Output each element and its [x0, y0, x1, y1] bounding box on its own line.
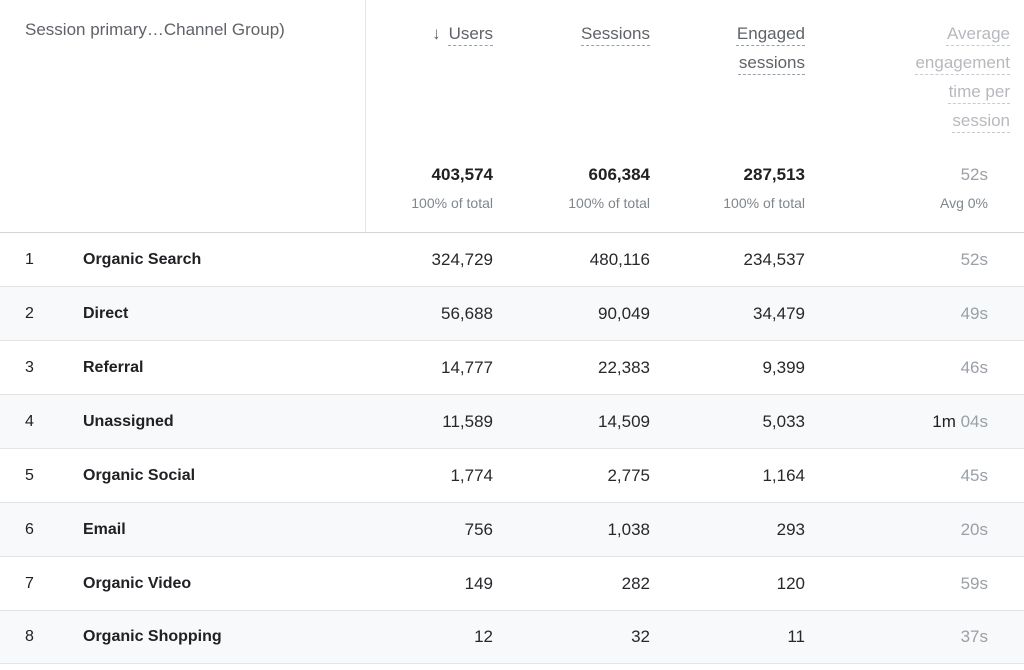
table-row: 5 Organic Social 1,774 2,775 1,164 45s: [0, 448, 1024, 502]
table-row: 4 Unassigned 11,589 14,509 5,033 1m 04s: [0, 394, 1024, 448]
channel-name: Email: [83, 520, 126, 538]
users-value: 149: [464, 573, 493, 593]
users-value: 11,589: [442, 411, 493, 431]
totals-sessions-value: 606,384: [588, 165, 650, 184]
channel-name: Organic Search: [83, 250, 202, 268]
channel-name: Organic Social: [83, 466, 196, 484]
table-row: 7 Organic Video 149 282 120 59s: [0, 556, 1024, 610]
avg-engagement-time-value: 45s: [805, 466, 1024, 486]
avg-time-seconds: 04s: [960, 411, 988, 431]
avg-time-seconds: 49s: [960, 303, 988, 323]
row-index: 1: [25, 250, 34, 268]
users-value: 12: [474, 627, 493, 646]
table-row: 8 Organic Shopping 12 32 11 37s: [0, 610, 1024, 664]
users-value: 56,688: [441, 303, 493, 323]
totals-engaged-sessions-subtext: 100% of total: [723, 194, 805, 211]
engaged-sessions-value: 9,399: [762, 357, 805, 377]
avg-time-minutes: 1m: [932, 411, 961, 431]
avg-engagement-time-value: 20s: [805, 520, 1024, 540]
users-value: 324,729: [431, 249, 493, 269]
column-header-sessions[interactable]: Sessions: [493, 20, 650, 49]
avg-engagement-time-value: 49s: [805, 304, 1024, 324]
channel-name: Referral: [83, 358, 144, 376]
channel-name: Organic Shopping: [83, 628, 222, 645]
sessions-value: 32: [631, 627, 650, 646]
dimension-header[interactable]: Session primary…Channel Group): [25, 20, 285, 39]
engaged-sessions-value: 234,537: [743, 249, 805, 269]
totals-avg-engagement-time-value: 52s: [960, 165, 988, 184]
column-header-users[interactable]: ↓ Users: [365, 20, 493, 49]
channel-name: Direct: [83, 304, 129, 322]
avg-engagement-time-value: 37s: [805, 627, 1024, 647]
channel-name: Unassigned: [83, 412, 174, 430]
column-header-users-label: Users: [448, 24, 493, 43]
totals-users-subtext: 100% of total: [411, 194, 493, 211]
avg-time-seconds: 37s: [960, 627, 988, 646]
totals-users-value: 403,574: [431, 165, 493, 184]
totals-sessions: 606,384 100% of total: [493, 164, 650, 211]
totals-users: 403,574 100% of total: [365, 164, 493, 211]
avg-time-seconds: 20s: [960, 519, 988, 539]
totals-sessions-subtext: 100% of total: [568, 194, 650, 211]
avg-time-seconds: 45s: [960, 465, 988, 485]
row-index: 5: [25, 466, 34, 484]
users-value: 1,774: [450, 465, 493, 485]
table-row: 1 Organic Search 324,729 480,116 234,537…: [0, 232, 1024, 286]
sessions-value: 14,509: [598, 411, 650, 431]
table-header: Session primary…Channel Group) ↓ Users Se…: [0, 0, 1024, 150]
row-index: 7: [25, 574, 34, 592]
column-header-avg-engagement-time[interactable]: Average engagement time per session: [805, 20, 1024, 136]
sessions-value: 2,775: [607, 465, 650, 485]
row-index: 6: [25, 520, 34, 538]
sessions-value: 282: [621, 573, 650, 593]
channel-name: Organic Video: [83, 574, 192, 592]
engaged-sessions-value: 1,164: [762, 465, 805, 485]
avg-time-seconds: 52s: [960, 249, 988, 269]
column-header-avg-engagement-time-label: Average engagement time per session: [915, 24, 1010, 130]
avg-engagement-time-value: 52s: [805, 250, 1024, 270]
avg-engagement-time-value: 1m 04s: [805, 412, 1024, 432]
avg-time-seconds: 46s: [960, 357, 988, 377]
row-index: 4: [25, 412, 34, 430]
table-row: 6 Email 756 1,038 293 20s: [0, 502, 1024, 556]
column-header-sessions-label: Sessions: [581, 24, 650, 43]
row-index: 2: [25, 304, 34, 322]
row-index: 8: [25, 628, 34, 645]
column-header-engaged-sessions-label: Engaged sessions: [736, 24, 805, 72]
users-value: 14,777: [441, 357, 493, 377]
avg-engagement-time-value: 59s: [805, 574, 1024, 594]
engaged-sessions-value: 5,033: [762, 411, 805, 431]
sessions-value: 90,049: [598, 303, 650, 323]
engaged-sessions-value: 11: [787, 627, 805, 646]
table-row: 3 Referral 14,777 22,383 9,399 46s: [0, 340, 1024, 394]
column-header-engaged-sessions[interactable]: Engaged sessions: [650, 20, 805, 78]
sessions-value: 480,116: [589, 249, 650, 269]
sessions-value: 22,383: [598, 357, 650, 377]
totals-avg-engagement-time: 52s Avg 0%: [805, 164, 1024, 211]
row-index: 3: [25, 358, 34, 376]
users-value: 756: [464, 519, 493, 539]
avg-time-seconds: 59s: [960, 573, 988, 593]
totals-engaged-sessions: 287,513 100% of total: [650, 164, 805, 211]
avg-engagement-time-value: 46s: [805, 358, 1024, 378]
sessions-value: 1,038: [607, 519, 650, 539]
engaged-sessions-value: 293: [776, 519, 805, 539]
table-row: 2 Direct 56,688 90,049 34,479 49s: [0, 286, 1024, 340]
engaged-sessions-value: 120: [776, 573, 805, 593]
totals-engaged-sessions-value: 287,513: [743, 165, 805, 184]
totals-row: 403,574 100% of total 606,384 100% of to…: [0, 150, 1024, 232]
totals-avg-engagement-time-subtext: Avg 0%: [940, 194, 988, 211]
engaged-sessions-value: 34,479: [753, 303, 805, 323]
sort-descending-icon[interactable]: ↓: [432, 24, 441, 43]
